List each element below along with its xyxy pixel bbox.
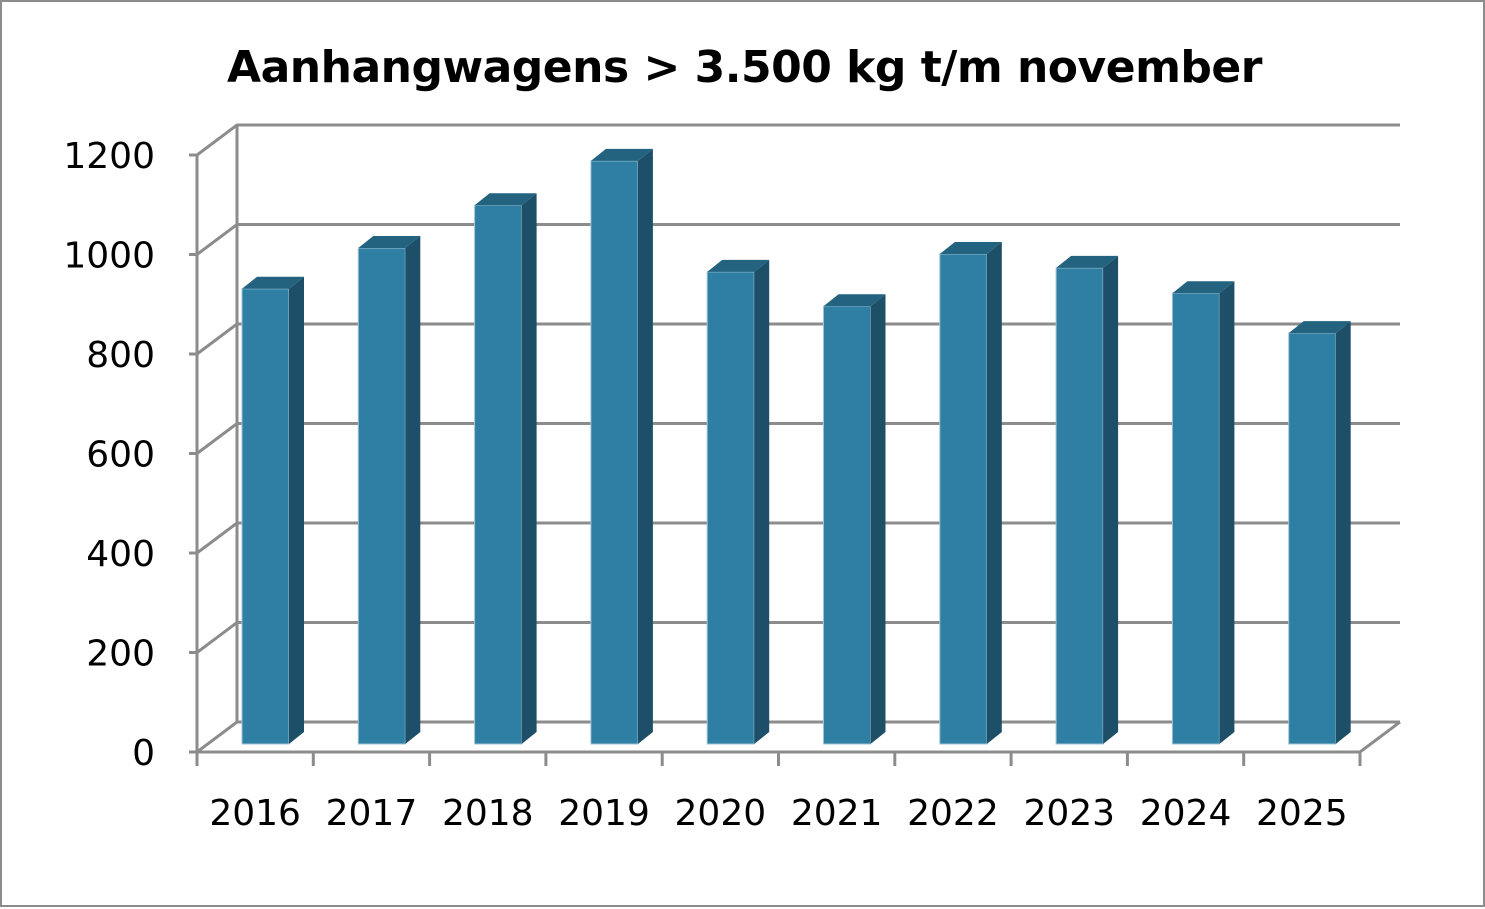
x-tick-label: 2025 — [1256, 793, 1348, 834]
chart-title: Aanhangwagens > 3.500 kg t/m november — [227, 42, 1262, 93]
gridline-0 — [196, 720, 1400, 754]
bar-top-2019 — [590, 148, 653, 161]
bar-side-2021 — [870, 294, 886, 744]
y-tick-label: 400 — [86, 534, 155, 575]
bar-side-2022 — [986, 241, 1002, 744]
gridline-1200 — [196, 123, 1400, 157]
y-tick-label: 800 — [86, 335, 155, 376]
gridline-600 — [196, 422, 1400, 455]
y-tick-label: 0 — [132, 733, 155, 774]
bar-top-2020 — [707, 259, 770, 272]
bar-side-2020 — [754, 259, 770, 744]
bar-top-2016 — [242, 276, 304, 289]
bar-2023 — [1055, 267, 1104, 745]
gridline-1000 — [196, 223, 1400, 256]
bar-top-2025 — [1288, 321, 1351, 334]
x-tick-label: 2023 — [1023, 793, 1115, 834]
x-tick-label: 2024 — [1140, 793, 1232, 834]
y-tick-label: 200 — [86, 634, 155, 675]
bar-2018 — [474, 204, 523, 745]
bar-2024 — [1171, 292, 1220, 745]
bar-top-2021 — [823, 294, 886, 307]
bar-side-2017 — [405, 235, 421, 744]
bar-top-2022 — [939, 241, 1002, 254]
bar-2020 — [706, 271, 755, 745]
y-tick-label: 1200 — [63, 136, 155, 177]
bar-2021 — [823, 305, 871, 745]
x-tick-label: 2020 — [675, 793, 767, 834]
bar-2022 — [939, 253, 988, 745]
x-tick-label: 2018 — [442, 793, 534, 834]
bar-top-2023 — [1056, 255, 1119, 268]
bar-side-2024 — [1219, 281, 1235, 744]
bar-top-2024 — [1172, 281, 1235, 294]
bar-side-2016 — [289, 276, 304, 744]
bar-side-2025 — [1335, 321, 1351, 744]
x-tick-label: 2019 — [558, 793, 650, 834]
bar-side-2018 — [521, 193, 537, 744]
x-tick-label: 2016 — [209, 793, 301, 834]
bar-top-2018 — [474, 193, 537, 206]
gridline-800 — [196, 322, 1400, 356]
x-tick-label: 2022 — [907, 793, 999, 834]
bar-side-2019 — [637, 148, 653, 744]
bar-2017 — [357, 247, 406, 745]
y-tick-label: 600 — [86, 435, 155, 476]
bar-side-2023 — [1103, 255, 1119, 744]
gridline-400 — [196, 521, 1400, 555]
gridline-200 — [196, 621, 1400, 654]
y-tick-label: 1000 — [63, 236, 155, 277]
bar-2025 — [1288, 332, 1337, 745]
bar-top-2017 — [358, 235, 421, 248]
x-tick-label: 2017 — [326, 793, 418, 834]
bar-2016 — [241, 288, 290, 745]
bar-2019 — [590, 160, 639, 745]
x-tick-label: 2021 — [791, 793, 883, 834]
